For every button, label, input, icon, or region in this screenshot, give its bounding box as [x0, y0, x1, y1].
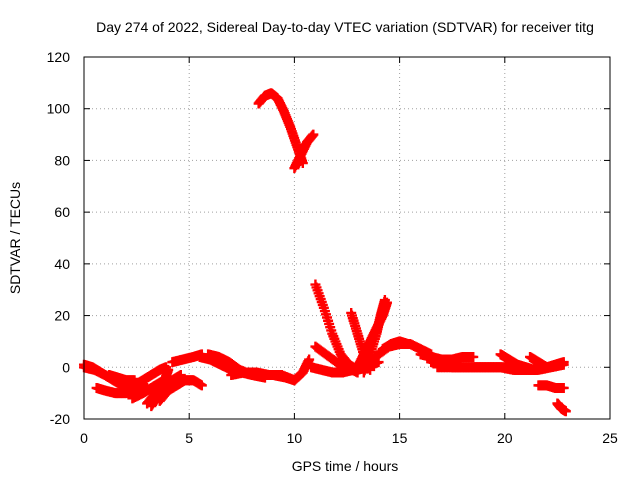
series-track-28: [525, 351, 569, 373]
series-track-9: [154, 375, 207, 406]
series-track-8: [146, 364, 174, 412]
y-tick-label: 100: [47, 101, 71, 117]
series-track-15: [289, 129, 319, 174]
series-track-17: [310, 341, 363, 378]
data-point-marker: [308, 129, 319, 140]
series-track-23: [377, 336, 414, 355]
x-tick-label: 10: [287, 430, 303, 446]
data-point-marker: [163, 364, 174, 375]
data-point-marker: [529, 364, 540, 375]
y-tick-label: 20: [54, 308, 70, 324]
x-tick-label: 0: [80, 430, 88, 446]
chart-title: Day 274 of 2022, Sidereal Day-to-day VTE…: [96, 19, 594, 35]
y-axis-label: SDTVAR / TECUs: [7, 182, 23, 294]
y-tick-label: 40: [54, 256, 70, 272]
data-series: [79, 88, 571, 417]
x-tick-label: 5: [185, 430, 193, 446]
x-axis-label: GPS time / hours: [292, 458, 399, 474]
data-point-marker: [560, 406, 571, 417]
plot-frame: [83, 56, 611, 420]
y-tick-label: 60: [54, 204, 70, 220]
series-track-14: [253, 88, 308, 169]
x-tick-label: 25: [602, 430, 618, 446]
x-tick-label: 15: [392, 430, 408, 446]
series-track-27: [495, 349, 540, 375]
data-point-marker: [379, 295, 390, 306]
y-tick-label: 120: [47, 49, 71, 65]
data-point-marker: [558, 382, 569, 393]
data-point-marker: [304, 354, 315, 365]
series-track-13: [226, 354, 315, 386]
data-point-marker: [403, 339, 414, 350]
data-point-marker: [196, 380, 207, 391]
series-track-10: [167, 349, 207, 368]
series-track-30: [552, 398, 571, 417]
series-track-4: [104, 370, 140, 386]
data-point-marker: [558, 357, 569, 368]
y-tick-label: -20: [50, 411, 70, 427]
series-track-29: [533, 380, 569, 393]
grid: [84, 57, 610, 419]
x-tick-label: 20: [497, 430, 513, 446]
y-tick-label: 0: [62, 359, 70, 375]
y-tick-label: 80: [54, 152, 70, 168]
data-point-marker: [468, 351, 479, 362]
